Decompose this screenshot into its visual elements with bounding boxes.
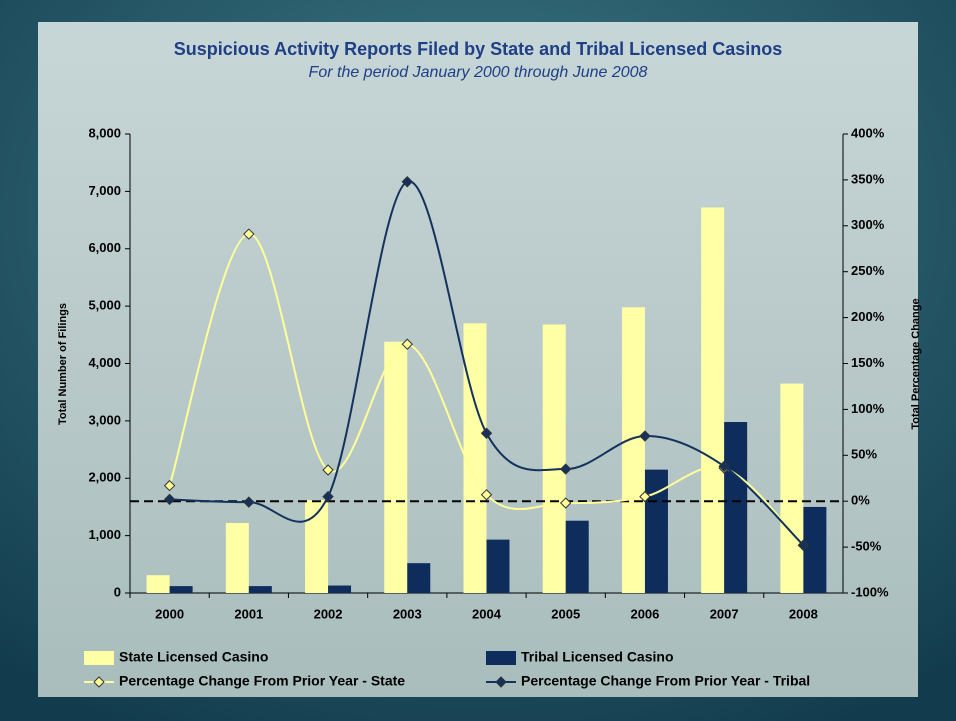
legend-label: Tribal Licensed Casino [521,649,674,665]
line-marker [797,539,810,551]
y2-tick-label: 200% [851,309,885,324]
bar [328,585,352,593]
y-axis-title: Total Number of Filings [57,303,69,425]
bar [463,323,487,593]
x-tick-label: 2001 [234,606,263,621]
line-marker [639,490,651,503]
legend-label: Percentage Change From Prior Year - Trib… [521,673,810,689]
legend-marker [93,676,105,688]
bar [384,341,408,593]
line-marker [401,176,413,188]
y2-tick-label: 300% [851,217,885,232]
line-marker [163,479,176,492]
chart-subtitle: For the period January 2000 through June… [309,64,648,81]
x-tick-label: 2006 [630,606,659,621]
bar [169,586,193,593]
y2-tick-label: 50% [851,447,877,462]
line-marker [243,496,255,508]
x-tick-label: 2000 [155,606,184,621]
bar [305,500,329,593]
y2-tick-label: 0% [851,493,870,508]
bar [248,586,272,593]
legend-label: State Licensed Casino [119,649,268,665]
line-marker [163,493,176,506]
x-tick-label: 2005 [551,606,580,621]
y2-tick-label: 400% [851,125,885,140]
y-tick-label: 7,000 [88,183,121,198]
line-marker [560,497,572,509]
chart-title: Suspicious Activity Reports Filed by Sta… [174,39,782,59]
y2-tick-label: 150% [851,355,885,370]
y2-tick-label: 350% [851,171,885,186]
bar [542,324,566,593]
bar [780,383,804,593]
bar [225,523,249,593]
bar [724,422,748,593]
bar [486,539,510,593]
line-marker [639,430,651,442]
x-tick-label: 2003 [393,606,422,621]
line-marker [560,463,572,475]
y-tick-label: 5,000 [88,298,121,313]
line-marker [322,490,334,503]
x-tick-label: 2008 [789,606,818,621]
y2-tick-label: -50% [851,539,882,554]
line-marker [322,464,334,476]
x-tick-label: 2002 [314,606,343,621]
legend-marker [495,676,507,688]
line-marker [401,338,413,350]
y-tick-label: 8,000 [88,125,121,140]
y-tick-label: 6,000 [88,240,121,255]
y2-tick-label: 250% [851,263,885,278]
legend-label: Percentage Change From Prior Year - Stat… [119,673,405,689]
y-tick-label: 1,000 [88,527,121,542]
y2-axis-title: Total Percentage Change [910,298,922,429]
line [169,180,805,546]
legend-swatch [84,651,114,665]
line-marker [480,489,493,501]
legend-swatch [486,651,516,665]
y-tick-label: 0 [114,584,121,599]
x-tick-label: 2004 [472,606,502,621]
y-tick-label: 3,000 [88,412,121,427]
bar [407,563,431,593]
bar [621,307,645,593]
bar [803,506,827,593]
y-tick-label: 2,000 [88,470,121,485]
bar [565,520,589,593]
y-tick-label: 4,000 [88,355,121,370]
bar [146,575,170,593]
y2-tick-label: 100% [851,401,885,416]
bar [701,207,725,593]
line-marker [243,228,255,240]
x-tick-label: 2007 [710,606,739,621]
line-marker [480,427,493,439]
y2-tick-label: -100% [851,584,889,599]
line-marker [718,460,730,473]
